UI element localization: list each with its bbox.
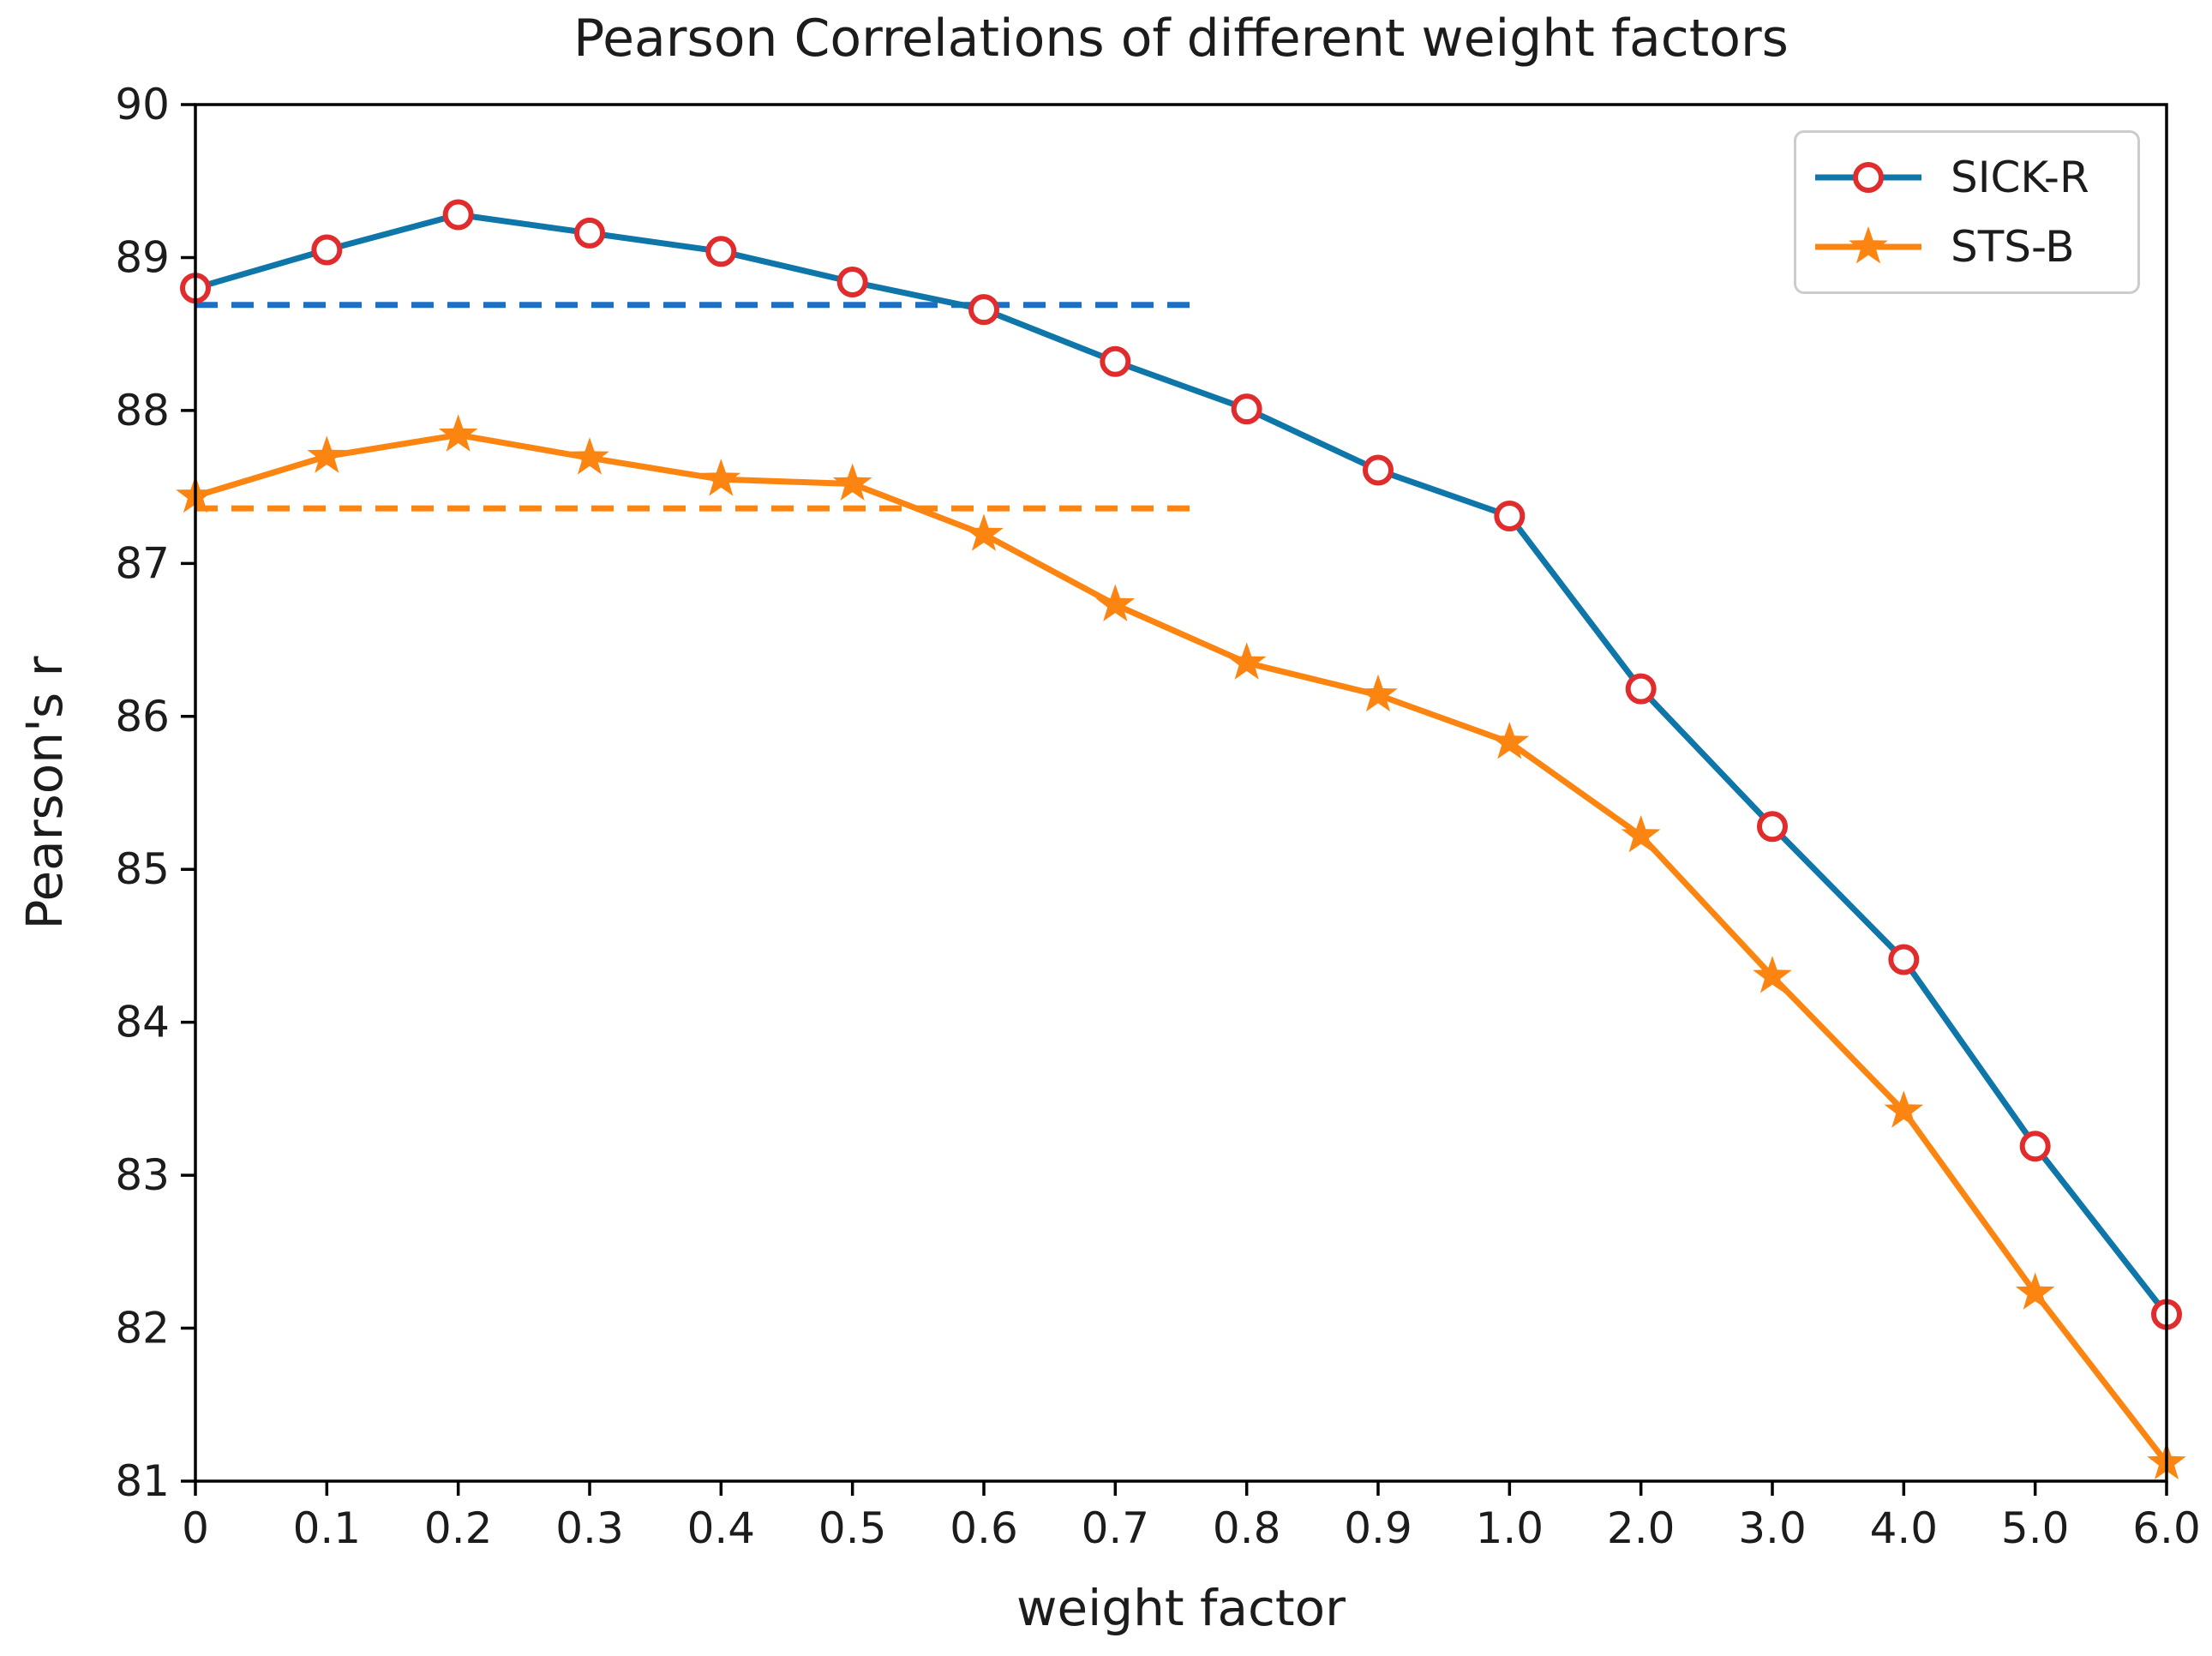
x-axis-label: weight factor xyxy=(1016,1579,1346,1637)
x-tick-label: 0.3 xyxy=(555,1503,624,1553)
data-point-sts-b-0.5 xyxy=(832,463,872,501)
legend-item-sts-b: STS-B xyxy=(1812,216,2122,278)
data-point-sick-r-3.0 xyxy=(1757,811,1788,843)
data-point-sts-b-0.6 xyxy=(964,513,1004,551)
x-tick-label: 0.5 xyxy=(818,1503,887,1553)
data-point-sick-r-0.9 xyxy=(1363,454,1394,486)
data-point-sick-r-0.5 xyxy=(836,266,868,297)
x-tick-label: 0 xyxy=(182,1503,209,1553)
plot-border xyxy=(194,103,2168,1483)
data-point-sts-b-1.0 xyxy=(1490,722,1530,759)
y-tick-label: 83 xyxy=(115,1150,170,1200)
series-line-sts-b xyxy=(192,431,2170,1467)
data-point-sick-r-0.6 xyxy=(968,294,999,326)
x-tick-label: 3.0 xyxy=(1738,1503,1807,1553)
x-tick-label: 0.7 xyxy=(1082,1503,1150,1553)
data-point-sick-r-0.7 xyxy=(1100,345,1131,377)
x-tick-label: 4.0 xyxy=(1870,1503,1939,1553)
data-point-sick-r-4.0 xyxy=(1888,944,1920,975)
data-point-sts-b-0.7 xyxy=(1095,584,1136,621)
legend-sample-sick-r xyxy=(1815,161,1921,193)
data-point-sts-b-0.3 xyxy=(570,437,609,475)
y-tick-label: 81 xyxy=(115,1456,170,1506)
x-tick-label: 2.0 xyxy=(1607,1503,1675,1553)
x-tick-label: 1.0 xyxy=(1476,1503,1544,1553)
y-tick-label: 82 xyxy=(115,1304,170,1353)
x-tick-label: 0.6 xyxy=(950,1503,1018,1553)
x-tick-label: 6.0 xyxy=(2132,1503,2201,1553)
y-tick-label: 84 xyxy=(115,998,170,1047)
data-point-sick-r-0.3 xyxy=(574,217,605,249)
legend-item-sick-r: SICK-R xyxy=(1812,147,2122,208)
y-tick-label: 87 xyxy=(115,538,170,588)
data-point-sick-r-5.0 xyxy=(2019,1131,2051,1162)
y-tick-label: 88 xyxy=(115,386,170,435)
data-point-sick-r-0.8 xyxy=(1231,393,1262,425)
data-point-sts-b-0.2 xyxy=(438,414,478,452)
legend-circle-marker-icon xyxy=(1853,161,1884,193)
x-tick-label: 0.1 xyxy=(293,1503,362,1553)
x-tick-label: 0.2 xyxy=(424,1503,493,1553)
y-tick-label: 85 xyxy=(115,844,170,894)
data-point-sick-r-2.0 xyxy=(1625,673,1657,705)
x-tick-label: 0.9 xyxy=(1344,1503,1412,1553)
chart-title: Pearson Correlations of different weight… xyxy=(573,9,1789,69)
data-point-sts-b-2.0 xyxy=(1621,815,1661,853)
legend-sample-sts-b xyxy=(1815,226,1921,264)
data-point-sts-b-3.0 xyxy=(1753,956,1792,993)
data-point-sick-r-0.1 xyxy=(311,234,343,266)
x-tick-label: 0.8 xyxy=(1213,1503,1281,1553)
y-axis-label: Pearson's r xyxy=(15,656,74,930)
data-point-sick-r-1.0 xyxy=(1494,501,1526,532)
legend: SICK-R STS-B xyxy=(1794,130,2140,294)
data-point-sts-b-0.8 xyxy=(1226,642,1267,680)
data-point-sick-r-0.2 xyxy=(442,199,474,231)
x-tick-label: 5.0 xyxy=(2001,1503,2070,1553)
data-point-sts-b-4.0 xyxy=(1884,1090,1924,1128)
x-tick-label: 0.4 xyxy=(687,1503,756,1553)
data-point-sts-b-0.1 xyxy=(307,435,347,473)
data-point-sts-b-0.4 xyxy=(701,459,741,496)
data-point-sts-b-5.0 xyxy=(2015,1272,2055,1310)
y-tick-label: 89 xyxy=(115,232,170,282)
series-line-sick-r xyxy=(192,212,2170,1317)
legend-label-sick-r: SICK-R xyxy=(1951,152,2089,202)
legend-star-marker-icon xyxy=(1849,226,1888,264)
data-point-sick-r-0.4 xyxy=(705,236,737,267)
y-tick-label: 86 xyxy=(115,692,170,741)
y-tick-label: 90 xyxy=(115,80,170,129)
data-point-sts-b-0.9 xyxy=(1358,674,1398,712)
legend-label-sts-b: STS-B xyxy=(1951,222,2075,273)
